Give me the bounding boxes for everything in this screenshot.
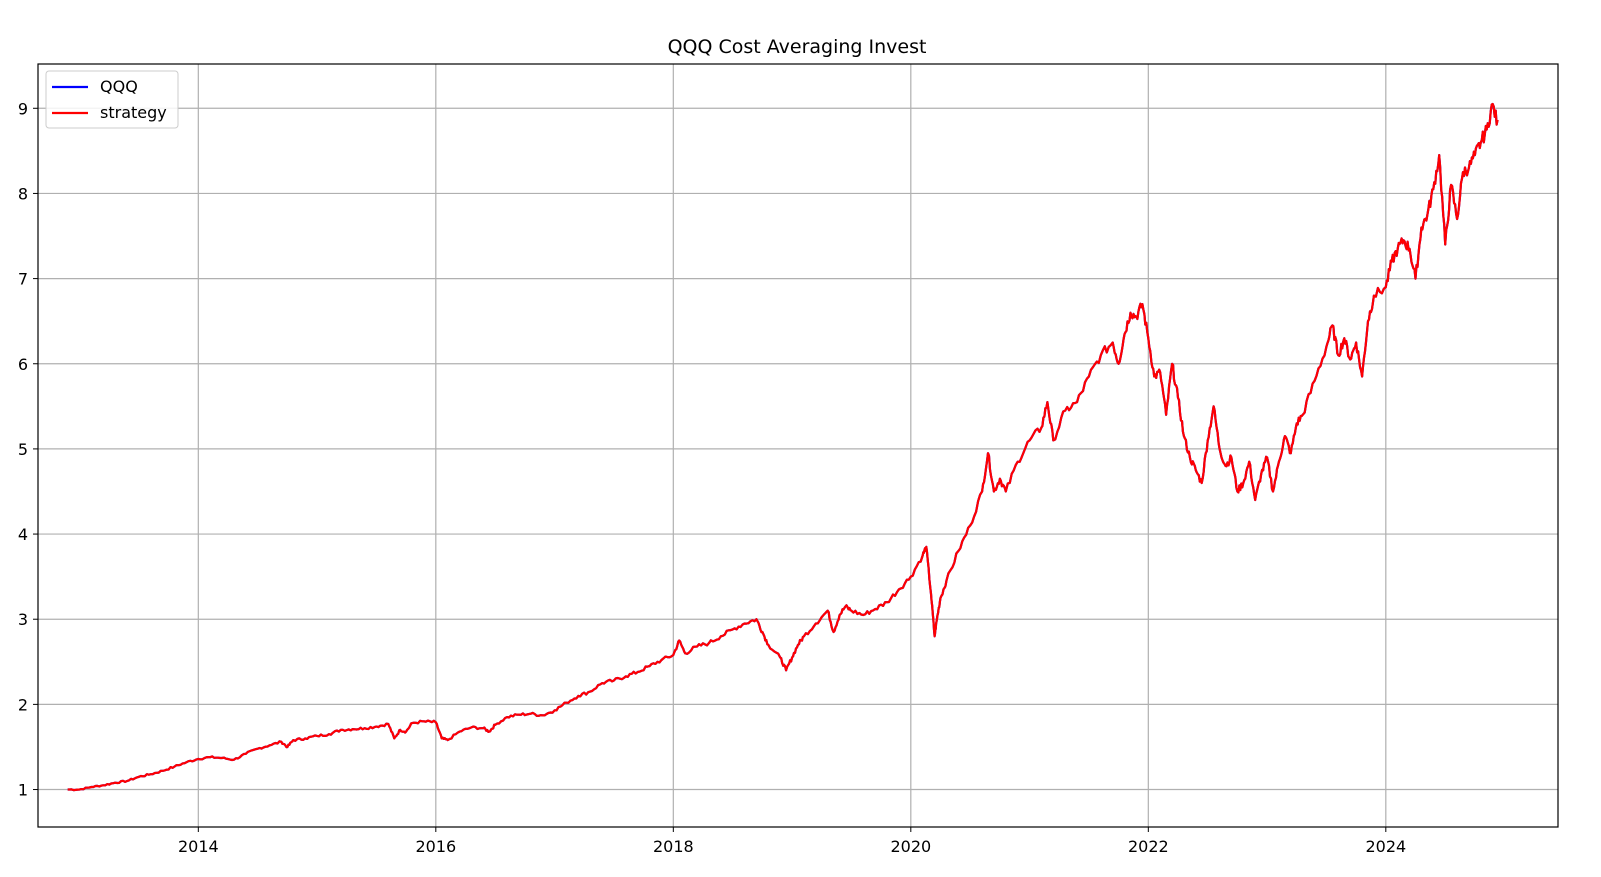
x-axis-ticks: 2014 2016 2018 2020 2022 2024 (178, 827, 1406, 856)
y-tick-label-7: 7 (18, 270, 28, 289)
x-tick-label-2016: 2016 (415, 837, 456, 856)
y-tick-label-9: 9 (18, 99, 28, 118)
y-tick-label-4: 4 (18, 525, 28, 544)
x-tick-label-2024: 2024 (1365, 837, 1406, 856)
y-tick-label-1: 1 (18, 781, 28, 800)
y-tick-label-3: 3 (18, 610, 28, 629)
legend-label-strategy: strategy (100, 103, 167, 122)
legend: QQQ strategy (45, 70, 179, 129)
plot-frame (37, 63, 1559, 828)
y-axis-ticks: 1 2 3 4 5 6 7 8 9 (18, 99, 38, 800)
y-tick-label-6: 6 (18, 355, 28, 374)
y-tick-label-2: 2 (18, 695, 28, 714)
series-line-strategy (67, 102, 1499, 792)
y-tick-label-5: 5 (18, 440, 28, 459)
x-tick-label-2022: 2022 (1128, 837, 1169, 856)
x-tick-label-2014: 2014 (178, 837, 219, 856)
chart-title: QQQ Cost Averaging Invest (668, 36, 927, 58)
grid (38, 64, 1558, 827)
plot-lines (67, 102, 1499, 792)
y-tick-label-8: 8 (18, 184, 28, 203)
x-tick-label-2020: 2020 (890, 837, 931, 856)
x-tick-label-2018: 2018 (653, 837, 694, 856)
legend-label-qqq: QQQ (100, 77, 138, 96)
